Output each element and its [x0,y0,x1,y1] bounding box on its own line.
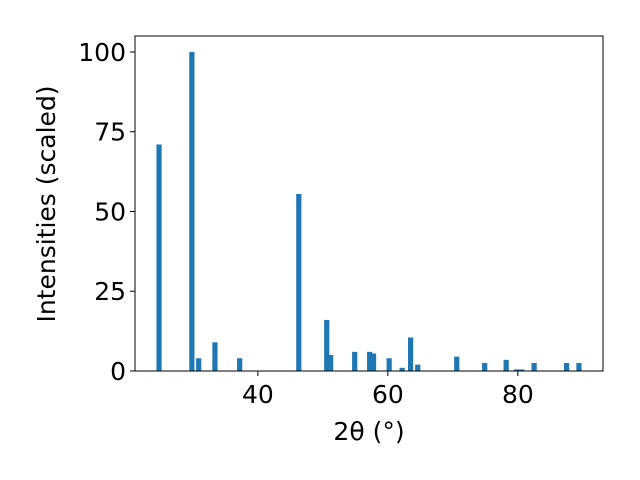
y-tick-label: 25 [94,277,126,306]
bar [370,353,377,371]
bar [212,342,218,371]
bar [482,363,488,371]
y-tick-label: 0 [110,357,126,386]
y-axis-label: Intensities (scaled) [32,85,61,322]
bar [196,358,202,371]
bar [564,363,570,371]
bar [399,367,405,371]
bar [386,358,392,371]
bar [237,358,243,371]
bar [454,356,460,371]
bar [415,364,421,371]
bar [352,351,358,371]
bar [189,51,195,371]
bar [296,193,302,371]
x-tick-label: 60 [372,380,404,409]
x-tick-label: 80 [502,380,534,409]
axes-frame [134,35,604,372]
bar [531,363,537,371]
x-axis-label: 2θ (°) [333,417,404,446]
bar [408,337,414,371]
y-tick-label: 75 [94,118,126,147]
bar [503,359,509,371]
bar [328,355,334,371]
bar [367,351,373,371]
bar [156,144,162,371]
bar [576,363,582,371]
y-tick-label: 50 [94,197,126,226]
y-tick-label: 100 [78,38,126,67]
bar [324,319,330,371]
bar [519,369,525,371]
bar [513,369,520,371]
x-tick-label: 40 [242,380,274,409]
